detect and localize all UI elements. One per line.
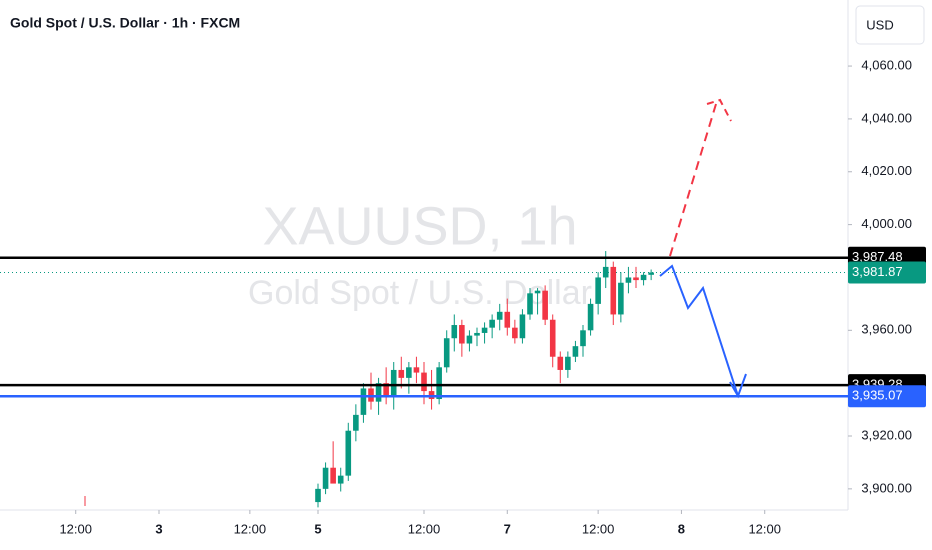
candle-body (383, 383, 389, 397)
candle-body (353, 414, 359, 431)
candle-body (398, 369, 405, 378)
candle-body (413, 367, 420, 373)
candle-body (565, 356, 571, 370)
candle-body (466, 335, 473, 344)
candle-body (375, 383, 382, 402)
y-tick-label: 3,920.00 (861, 427, 912, 442)
candle-body (345, 430, 352, 476)
projection-up (669, 103, 717, 257)
x-tick-label: 3 (155, 521, 162, 536)
candle-body (648, 272, 654, 275)
candle-body (527, 293, 533, 315)
y-tick-label: 4,000.00 (861, 216, 912, 231)
candle-body (534, 290, 541, 294)
x-tick-label: 5 (314, 521, 321, 536)
candle-body (519, 314, 526, 339)
candle-body (640, 274, 647, 281)
candle-body (504, 311, 511, 328)
y-axis-label: USD (866, 17, 893, 32)
candle-body (625, 277, 632, 283)
candle-body (451, 325, 458, 339)
projection-up-arrow (706, 98, 732, 122)
candle-body (595, 277, 601, 304)
price-labels: 3,987.483,939.283,935.073,981.87 (848, 246, 926, 408)
candle-body (572, 346, 579, 357)
candle-body (459, 325, 465, 344)
candle-body (315, 488, 321, 503)
currency-button[interactable] (855, 5, 925, 45)
candle-body (443, 338, 450, 368)
x-tick-label: 12:00 (408, 521, 441, 536)
y-tick-label: 3,900.00 (861, 480, 912, 495)
candle-body (633, 277, 639, 281)
candle-body (360, 388, 367, 415)
x-tick-label: 12:00 (748, 521, 781, 536)
candle-body (496, 311, 503, 320)
candle-body (557, 356, 564, 370)
candle-body (512, 327, 518, 339)
y-tick-label: 4,040.00 (861, 110, 912, 125)
candle-body (481, 327, 488, 333)
x-tick-label: 12:00 (59, 521, 92, 536)
candle-body (474, 332, 480, 336)
last-price-box (848, 261, 926, 284)
x-tick-label: 8 (678, 521, 685, 536)
candle-body (618, 282, 624, 315)
candle-body (610, 266, 617, 315)
candle-body (602, 266, 609, 278)
price-label-box (848, 385, 926, 408)
watermark-subtitle: Gold Spot / U.S. Dollar (248, 274, 592, 312)
y-tick-label: 4,060.00 (861, 57, 912, 72)
y-tick-label: 3,960.00 (861, 322, 912, 337)
projection-down-arrow (729, 373, 747, 399)
candle-body (330, 467, 336, 484)
candle-body (580, 330, 586, 347)
x-tick-label: 12:00 (582, 521, 615, 536)
last-price-label: 3,981.87 (852, 264, 903, 279)
candle-body (421, 372, 427, 392)
plot (0, 251, 848, 508)
candle-body (390, 369, 397, 397)
chart-title: Gold Spot / U.S. Dollar · 1h · FXCM (10, 15, 240, 31)
x-tick-label: 7 (504, 521, 511, 536)
price-label: 3,987.48 (852, 249, 903, 264)
candle-body (337, 475, 344, 484)
watermark: XAUUSD, 1h (262, 196, 577, 256)
projection-down (659, 264, 739, 397)
candle-body (542, 290, 548, 320)
candle-body (322, 467, 329, 489)
candle-body (436, 367, 442, 400)
price-label: 3,935.07 (852, 388, 903, 403)
x-tick-label: 12:00 (234, 521, 267, 536)
candle-body (549, 319, 556, 357)
candle-body (587, 303, 594, 331)
candle-body (489, 319, 495, 328)
y-tick-label: 4,020.00 (861, 163, 912, 178)
candle-body (406, 367, 412, 378)
